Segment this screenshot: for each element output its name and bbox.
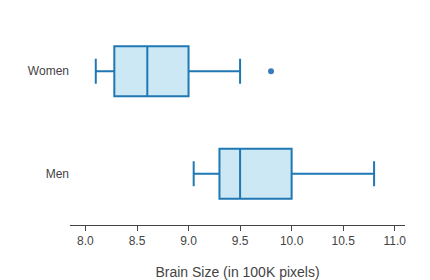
svg-text:Brain Size (in 100K pixels): Brain Size (in 100K pixels) [155,264,319,280]
svg-text:10.5: 10.5 [331,234,355,248]
svg-text:8.5: 8.5 [129,234,146,248]
svg-text:Women: Women [28,64,69,78]
svg-text:10.0: 10.0 [280,234,304,248]
svg-text:11.0: 11.0 [383,234,406,248]
svg-text:9.0: 9.0 [180,234,197,248]
svg-text:8.0: 8.0 [77,234,94,248]
svg-text:9.5: 9.5 [232,234,249,248]
svg-text:Men: Men [46,167,69,181]
